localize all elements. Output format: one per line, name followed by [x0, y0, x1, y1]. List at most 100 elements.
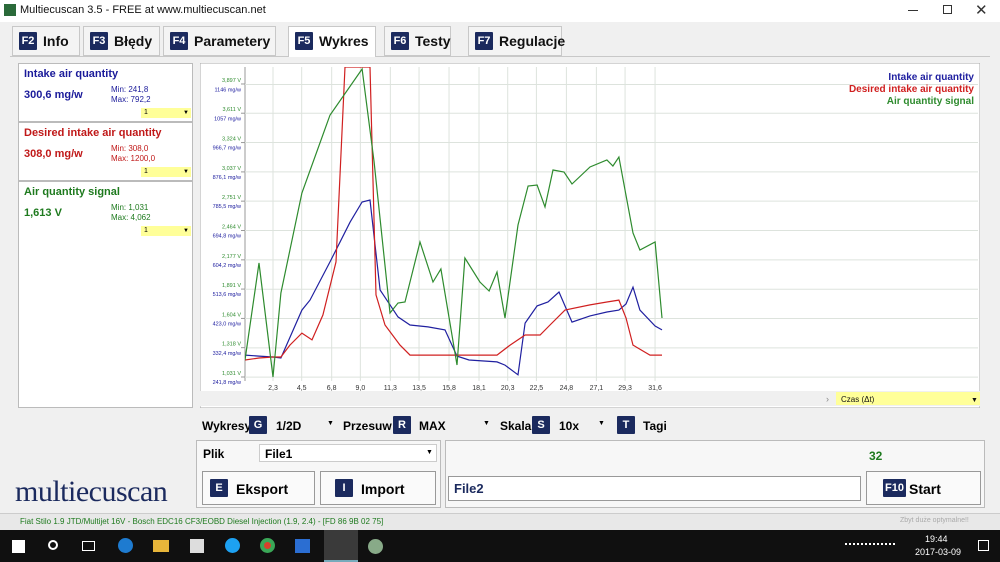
skype-icon[interactable]: [225, 538, 240, 553]
x-tick-label: 2,3: [268, 385, 278, 392]
multiecuscan-icon[interactable]: [324, 530, 358, 562]
x-tick-label: 6,8: [327, 385, 337, 392]
tab[interactable]: F6 Testy: [384, 26, 451, 56]
record-file: File2: [454, 481, 484, 496]
x-selector[interactable]: [836, 392, 980, 405]
export-key: E: [210, 479, 228, 497]
export-label: Eksport: [236, 481, 289, 497]
clock-time: 19:44: [925, 534, 948, 544]
vehicle-info: Fiat Stilo 1.9 JTD/Multijet 16V - Bosch …: [20, 517, 384, 526]
scale-label: Skala: [500, 419, 532, 433]
shift-dropdown[interactable]: MAX ▼: [415, 416, 493, 434]
y2-tick-label: 1,604 V: [222, 312, 241, 318]
y-tick-label: 604,2 mg/w: [213, 263, 241, 269]
tab-label: Wykres: [319, 33, 369, 49]
minimize-button[interactable]: [908, 10, 918, 11]
close-button[interactable]: ✕: [975, 2, 988, 19]
y2-tick-label: 3,897 V: [222, 78, 241, 84]
start-icon[interactable]: [12, 540, 25, 553]
tab-label: Regulacje: [499, 33, 566, 49]
y-tick-label: 332,4 mg/w: [213, 351, 241, 357]
sensor-value: 308,0 mg/w: [24, 148, 83, 160]
sensor-min: Min: 308,0: [111, 144, 149, 153]
import-button[interactable]: I Import: [320, 471, 436, 505]
y-tick-label: 876,1 mg/w: [213, 175, 241, 181]
y-tick-label: 694,8 mg/w: [213, 234, 241, 240]
start-label: Start: [909, 481, 941, 497]
tab[interactable]: F4 Parametery: [163, 26, 276, 56]
sensor-name: Intake air quantity: [24, 68, 119, 80]
start-button[interactable]: F10 Start: [866, 471, 981, 505]
chart-frame: [200, 63, 980, 408]
store-icon[interactable]: [190, 539, 204, 553]
tab-label: Parametery: [194, 33, 271, 49]
legend-entry: Intake air quantity: [888, 72, 974, 83]
x-tick-label: 9,0: [355, 385, 365, 392]
dropdown-arrow: ▼: [183, 228, 189, 234]
y-tick-label: 1057 mg/w: [214, 116, 241, 122]
mode-value: 1/2D: [276, 419, 302, 433]
sensor-panel: Air quantity signal 1,613 V Min: 1,031 Max:…: [18, 181, 193, 408]
y2-tick-label: 1,891 V: [222, 283, 241, 289]
scale-key: S: [532, 416, 550, 434]
tab[interactable]: F2 Info: [12, 26, 80, 56]
export-button[interactable]: E Eksport: [202, 471, 315, 505]
mode-dropdown[interactable]: 1/2D ▼: [272, 416, 336, 434]
sensor-scale-dropdown[interactable]: 1 ▼: [141, 167, 191, 177]
file-dropdown[interactable]: File1 ▼: [259, 444, 437, 462]
series-line: [245, 67, 663, 378]
sensor-max: Max: 792,2: [111, 95, 151, 104]
tab[interactable]: F3 Błędy: [83, 26, 160, 56]
sensor-scale-dropdown[interactable]: 1 ▼: [141, 108, 191, 118]
y2-tick-label: 3,037 V: [222, 166, 241, 172]
sensor-min: Min: 1,031: [111, 203, 149, 212]
mode-label: Wykresy: [202, 419, 252, 433]
record-panel: 32 File2 F10 Start: [445, 440, 985, 508]
x-tick-label: 13,5: [412, 385, 426, 392]
series-line: [245, 199, 663, 376]
app-icon[interactable]: [368, 539, 383, 554]
chart: › Czas (Δt) ▼ 241,8 mg/w 332,4 mg/w 423,0 …: [200, 63, 980, 408]
x-tick-label: 20,3: [501, 385, 515, 392]
scale-value: 10x: [559, 419, 580, 433]
controls-row: Wykresy G 1/2D ▼ Przesuw R MAX ▼ Skala S 1…: [200, 415, 680, 437]
sensor-name: Desired intake air quantity: [24, 127, 162, 139]
sensor-max: Max: 1200,0: [111, 154, 156, 163]
series-line: [245, 67, 662, 361]
taskview-icon[interactable]: [82, 541, 95, 551]
legend-entry: Desired intake air quantity: [849, 84, 974, 95]
y-tick-label: 785,5 mg/w: [213, 204, 241, 210]
record-file-input[interactable]: File2: [448, 476, 861, 501]
tags-label[interactable]: Tagi: [643, 419, 667, 433]
shift-key: R: [393, 416, 411, 434]
notifications-icon[interactable]: [978, 540, 989, 551]
search-icon[interactable]: [48, 540, 58, 550]
tab-key: F3: [90, 32, 108, 50]
x-tick-label: 22,5: [530, 385, 544, 392]
y2-tick-label: 3,611 V: [222, 107, 241, 113]
x-tick-label: 31,6: [648, 385, 662, 392]
sensor-min: Min: 241,8: [111, 85, 149, 94]
scroll-arrow[interactable]: ›: [826, 394, 829, 404]
scale-dropdown[interactable]: 10x ▼: [555, 416, 609, 434]
record-counter: 32: [869, 449, 883, 463]
y2-tick-label: 1,318 V: [222, 342, 241, 348]
import-label: Import: [361, 481, 405, 497]
y-tick-label: 241,8 mg/w: [213, 380, 241, 386]
tab-label: Testy: [415, 33, 451, 49]
chart-scrollbar[interactable]: [200, 391, 980, 406]
tags-key[interactable]: T: [617, 416, 635, 434]
title-bar: Multiecuscan 3.5 - FREE at www.multiecus…: [0, 0, 1000, 22]
tab[interactable]: F7 Regulacje: [468, 26, 566, 56]
chrome-icon[interactable]: [260, 538, 275, 553]
sensor-scale-dropdown[interactable]: 1 ▼: [141, 226, 191, 236]
y-tick-label: 513,6 mg/w: [213, 292, 241, 298]
app-icon[interactable]: [295, 539, 310, 553]
file-value: File1: [265, 447, 293, 461]
maximize-button[interactable]: [943, 5, 952, 14]
explorer-icon[interactable]: [153, 540, 169, 552]
edge-icon[interactable]: [118, 538, 133, 553]
x-tick-label: 27,1: [590, 385, 604, 392]
tab[interactable]: F5 Wykres: [288, 26, 376, 57]
